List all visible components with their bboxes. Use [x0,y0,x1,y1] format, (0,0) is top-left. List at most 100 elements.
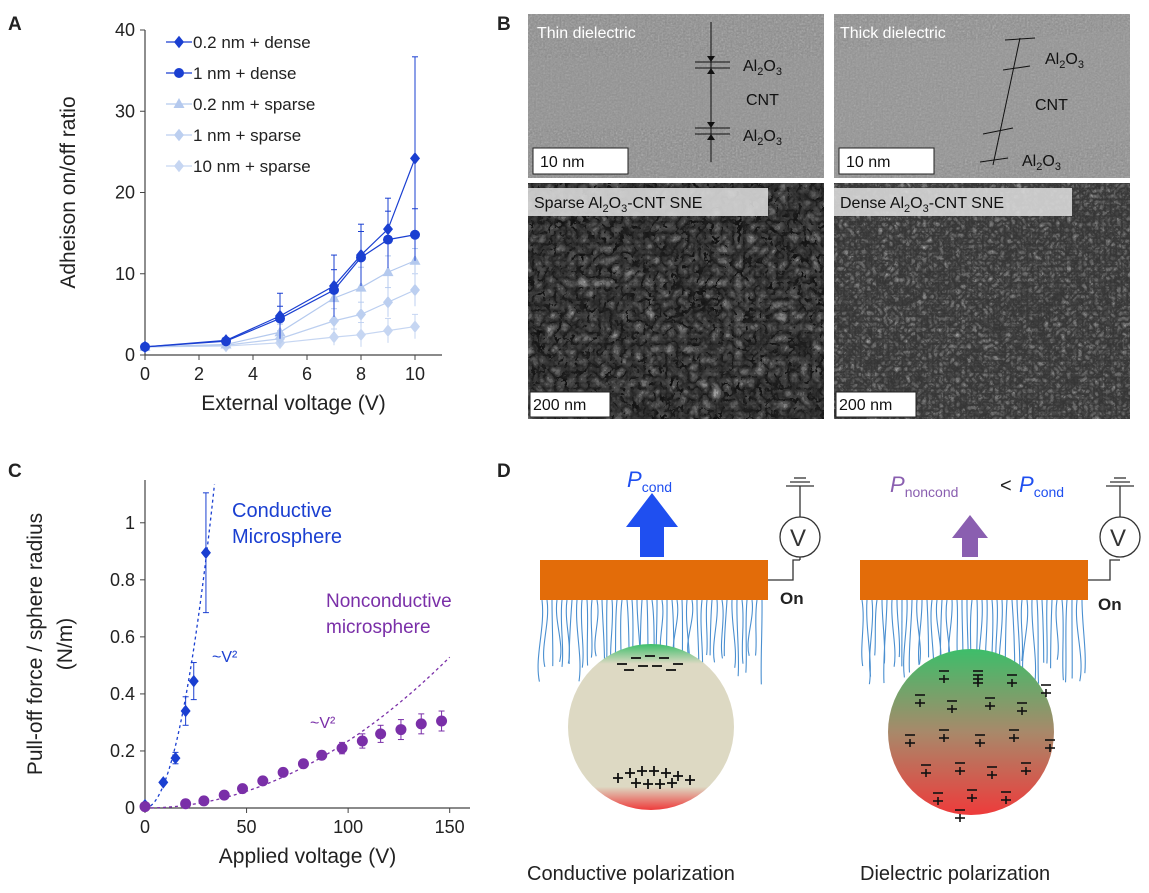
tem-thin-scale: 10 nm [540,154,584,171]
tem-thin-al2o3-top: Al2O3 [743,58,782,78]
cnt-fiber [709,599,713,656]
legend-label-a: 1 nm + dense [193,64,297,83]
cnt-fiber [720,599,724,659]
data-point-c [200,546,211,559]
data-point-c [139,801,151,813]
data-point-c [277,766,289,778]
data-point-c [356,735,368,747]
cnt-fiber [1061,599,1064,681]
cnt-fiber [903,599,908,678]
chart-a: 0 10 20 30 40 0 2 4 6 8 10 External voltage (V) Adhe… [57,20,442,415]
y-axis-title-c-line2: (N/m) [54,618,77,670]
cnt-fiber [736,599,740,677]
cnt-fiber [1036,599,1040,684]
y-tick-label-c: 0.6 [110,627,135,647]
y-tick-label-a: 0 [125,345,135,365]
data-point-a [140,340,150,354]
legend-label-a: 0.2 nm + sparse [193,95,315,114]
cnt-fiber [874,599,878,656]
cnt-fiber [594,599,599,657]
micrograph-panel-b: Thin dielectric Al2O3 CNT Al2O3 10 nm Th… [528,14,1130,419]
cnt-fiber [747,599,754,656]
x-axis-title-a: External voltage (V) [201,392,385,415]
sem-dense-title: Dense Al2O3-CNT SNE [840,195,1004,215]
tem-thick-al2o3-bottom: Al2O3 [1022,153,1061,173]
tem-thin-title: Thin dielectric [537,25,636,42]
data-point-c [170,751,181,765]
label-p-cond-right: Pcond [1019,472,1064,500]
data-point-a [382,266,394,277]
annotation-c: Microsphere [232,526,342,548]
data-point-a [329,330,339,344]
legend-marker-a [174,68,184,78]
cnt-fiber [869,599,874,677]
x-tick-label-c: 0 [140,817,150,837]
annotation-c: microsphere [326,617,431,638]
cnt-fiber [754,599,758,656]
sem-dense-scale: 200 nm [839,397,892,414]
data-point-a [383,222,393,236]
data-point-c [415,718,427,730]
x-tick-label-a: 6 [302,364,312,384]
cnt-fiber [760,599,763,685]
force-arrow-cond [626,493,678,557]
cnt-fiber [705,599,708,656]
cnt-fiber [926,599,930,658]
sphere-conductive [568,644,734,810]
voltmeter-right: V [1110,525,1126,552]
cnt-fiber [537,599,544,682]
cnt-fiber [1031,599,1037,684]
data-point-c [188,674,199,688]
chart-c: 0 0.2 0.4 0.6 0.8 1 0 50 100 150 Applied voltage (… [24,480,470,868]
cnt-fiber [731,599,737,668]
x-tick-label-c: 50 [237,817,257,837]
tem-thick-title: Thick dielectric [840,25,946,42]
annotation-c: Nonconductive [326,591,452,612]
data-point-a [383,324,393,337]
cnt-fiber [723,599,728,657]
voltmeter-left: V [790,525,806,552]
schematic-panel-d: Pcond V On Conductive polarization Pnonc… [527,467,1141,885]
panel-label-d: D [497,461,511,482]
cnt-fiber [1016,599,1021,674]
cnt-fiber [713,599,718,663]
data-point-a [221,334,231,347]
cnt-fiber [1064,599,1068,683]
legend-label-a: 1 nm + sparse [193,126,301,145]
legend-marker-a [174,35,184,49]
x-tick-label-a: 8 [356,364,366,384]
data-point-a [356,328,366,341]
data-point-a [275,309,285,323]
legend-marker-a [174,128,184,142]
legend-marker-a [174,159,184,173]
sem-image-sparse [528,183,824,419]
sem-sparse-title: Sparse Al2O3-CNT SNE [534,195,702,215]
data-point-c [218,789,230,801]
cnt-fiber [568,599,573,665]
y-tick-label-c: 0.4 [110,684,135,704]
cnt-fiber [1050,599,1053,669]
cnt-fiber [956,599,959,656]
caption-dielectric: Dielectric polarization [860,863,1050,885]
data-point-a [329,314,339,328]
data-point-a [383,295,393,309]
data-point-c [316,749,328,761]
data-point-c [158,776,169,789]
charges-dielectric [905,670,1055,822]
y-tick-label-a: 10 [115,264,135,284]
sem-image-dense [834,183,1130,419]
y-axis-title-c-line1: Pull-off force / sphere radius [24,513,47,775]
cnt-fiber [1041,599,1045,663]
cnt-fibers-right [861,599,1086,685]
label-p-cond: Pcond [627,467,672,495]
cnt-fiber [745,599,748,673]
cnt-fiber [551,599,554,667]
data-point-a [410,283,420,297]
x-tick-label-a: 2 [194,364,204,384]
cnt-fiber [1075,599,1082,682]
data-point-c [198,795,210,807]
y-tick-label-c: 1 [125,513,135,533]
data-point-c [375,728,387,740]
cnt-fiber [560,599,564,667]
